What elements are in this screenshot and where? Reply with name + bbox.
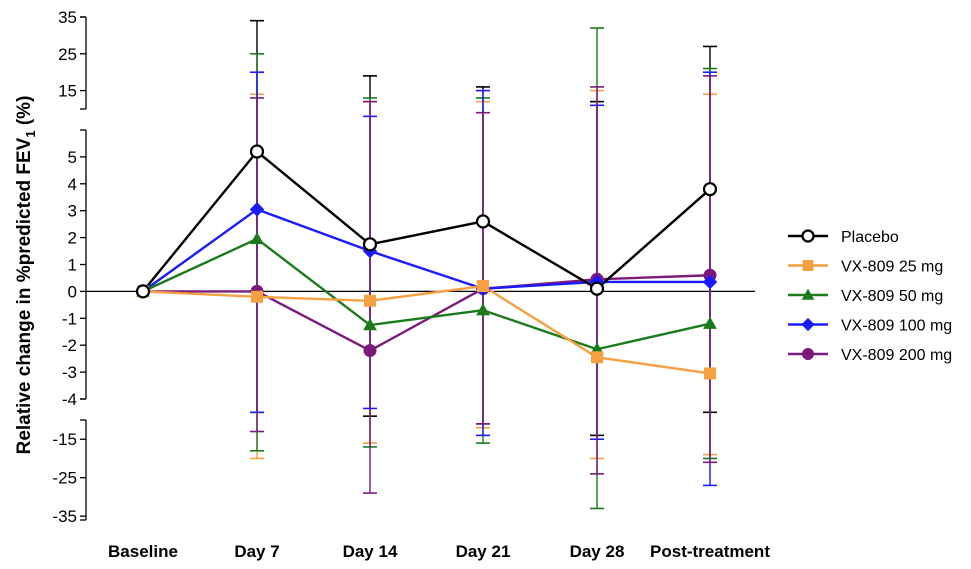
data-point-marker bbox=[477, 280, 489, 293]
labels: Relative change in %predicted FEV1 (%) bbox=[14, 96, 38, 455]
x-category-label: Day 28 bbox=[570, 542, 625, 561]
axes: 15 25 35 5 4 3 2 1 0 -1 -2 -3 -4 -15 -25 -35 Baseline Day… bbox=[52, 8, 770, 561]
data-point-marker bbox=[363, 344, 377, 358]
legend-entry-label: VX-809 25 mg bbox=[841, 259, 943, 276]
data-point-marker bbox=[250, 232, 264, 245]
y-axis-label: Relative change in %predicted FEV1 (%) bbox=[14, 96, 38, 455]
y-tick-label: -4 bbox=[62, 390, 77, 409]
y-tick-label: 35 bbox=[58, 8, 77, 27]
legend-entry-label: Placebo bbox=[841, 229, 899, 246]
data-point-marker bbox=[475, 214, 491, 229]
legend-marker-swatch bbox=[801, 288, 815, 300]
x-category-label: Day 7 bbox=[234, 542, 279, 561]
y-tick-label: -15 bbox=[52, 430, 77, 449]
data-point-marker bbox=[703, 316, 717, 329]
y-tick-label: 2 bbox=[68, 229, 77, 248]
y-tick-label: -25 bbox=[52, 469, 77, 488]
series-line bbox=[142, 208, 710, 293]
y-tick-label: -2 bbox=[62, 336, 77, 355]
y-tick-label: 3 bbox=[68, 202, 77, 221]
series-line bbox=[142, 150, 711, 293]
legend-marker-swatch bbox=[802, 260, 814, 271]
x-category-label: Day 21 bbox=[456, 542, 511, 561]
series-markers bbox=[135, 144, 718, 380]
legend-entry-label: VX-809 200 mg bbox=[841, 347, 952, 364]
x-category-label: Day 14 bbox=[343, 542, 398, 561]
data-point-marker bbox=[363, 318, 377, 331]
series-line bbox=[142, 284, 711, 375]
y-tick-label: -3 bbox=[62, 363, 77, 382]
legend-marker-swatch bbox=[802, 348, 814, 360]
series-line bbox=[143, 274, 711, 352]
data-point-marker bbox=[702, 182, 718, 197]
data-point-marker bbox=[364, 294, 376, 307]
y-tick-label: -1 bbox=[62, 309, 77, 328]
legend: Placebo VX-809 25 mg VX-809 50 mg VX-809 10… bbox=[788, 229, 952, 364]
data-point-marker bbox=[249, 202, 265, 217]
data-point-marker bbox=[251, 290, 263, 303]
y-tick-label: 5 bbox=[68, 148, 77, 167]
legend-entry-label: VX-809 100 mg bbox=[841, 318, 952, 335]
data-point-marker bbox=[135, 284, 151, 299]
error-bars bbox=[250, 19, 717, 510]
data-point-marker bbox=[702, 274, 718, 290]
data-point-marker bbox=[589, 281, 605, 296]
data-point-marker bbox=[362, 237, 378, 252]
data-point-marker bbox=[591, 351, 603, 364]
y-tick-label: 1 bbox=[68, 256, 77, 275]
legend-marker-swatch bbox=[801, 229, 815, 243]
y-tick-label: 25 bbox=[58, 45, 77, 64]
y-tick-label: -35 bbox=[52, 507, 77, 526]
x-category-label: Baseline bbox=[108, 542, 178, 561]
y-tick-label: 15 bbox=[58, 82, 77, 101]
legend-marker-swatch bbox=[801, 317, 815, 332]
y-tick-label: 0 bbox=[68, 282, 77, 301]
x-category-label: Post-treatment bbox=[650, 542, 770, 561]
data-point-marker bbox=[249, 144, 265, 159]
y-tick-label: 4 bbox=[68, 175, 77, 194]
data-point-marker bbox=[704, 367, 716, 380]
series-lines bbox=[142, 150, 711, 375]
legend-entry-label: VX-809 50 mg bbox=[841, 288, 943, 305]
data-point-marker bbox=[476, 303, 490, 316]
series-line bbox=[142, 237, 711, 351]
